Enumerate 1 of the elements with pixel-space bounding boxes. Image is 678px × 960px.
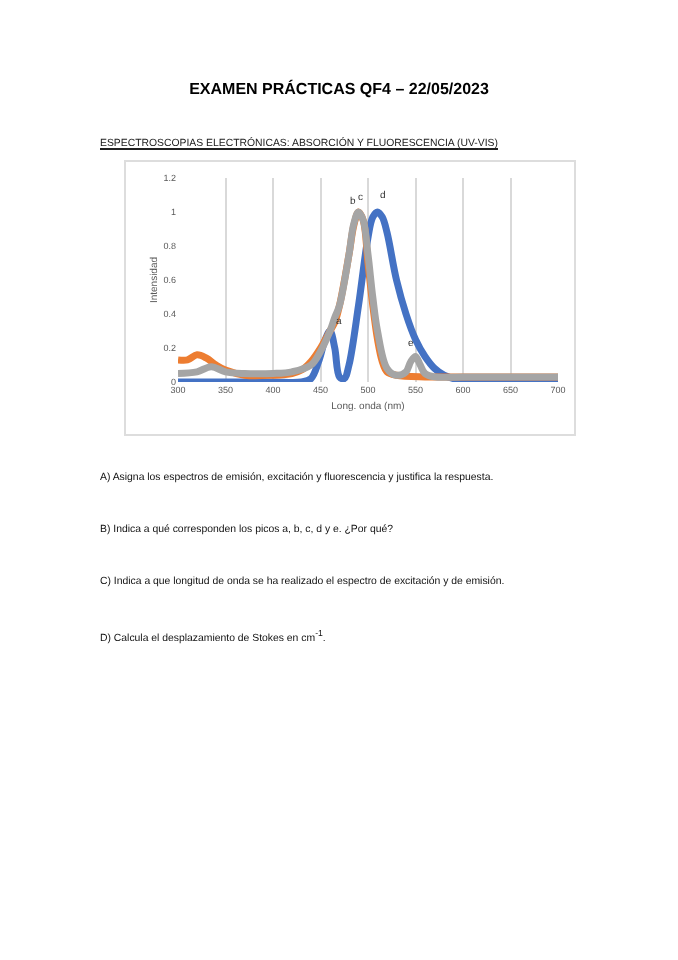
- chart-title: EXAMEN PRÁCTICAS QF4 – 22/05/2023: [187, 80, 491, 98]
